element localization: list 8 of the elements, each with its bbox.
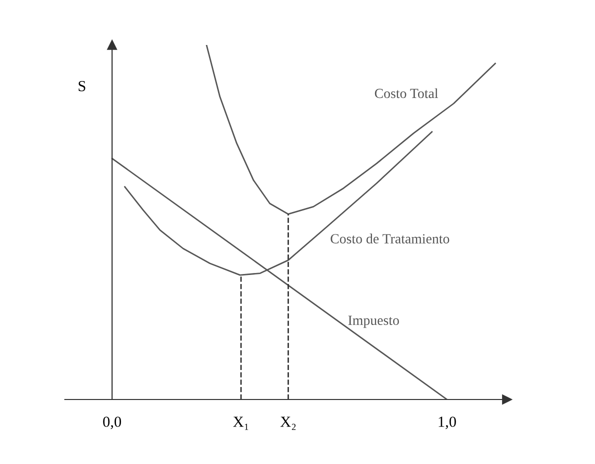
x-tick-label: 1,0 xyxy=(438,416,456,430)
series-label: Costo de Tratamiento xyxy=(330,234,450,244)
y-axis-title: S xyxy=(78,80,86,92)
series-label: Impuesto xyxy=(348,316,399,328)
x-tick-label: 0,0 xyxy=(103,416,122,430)
x-tick-label: X₁ xyxy=(233,416,248,430)
x-tick-label: X₂ xyxy=(280,416,296,430)
series-label: Costo Total xyxy=(374,88,438,98)
